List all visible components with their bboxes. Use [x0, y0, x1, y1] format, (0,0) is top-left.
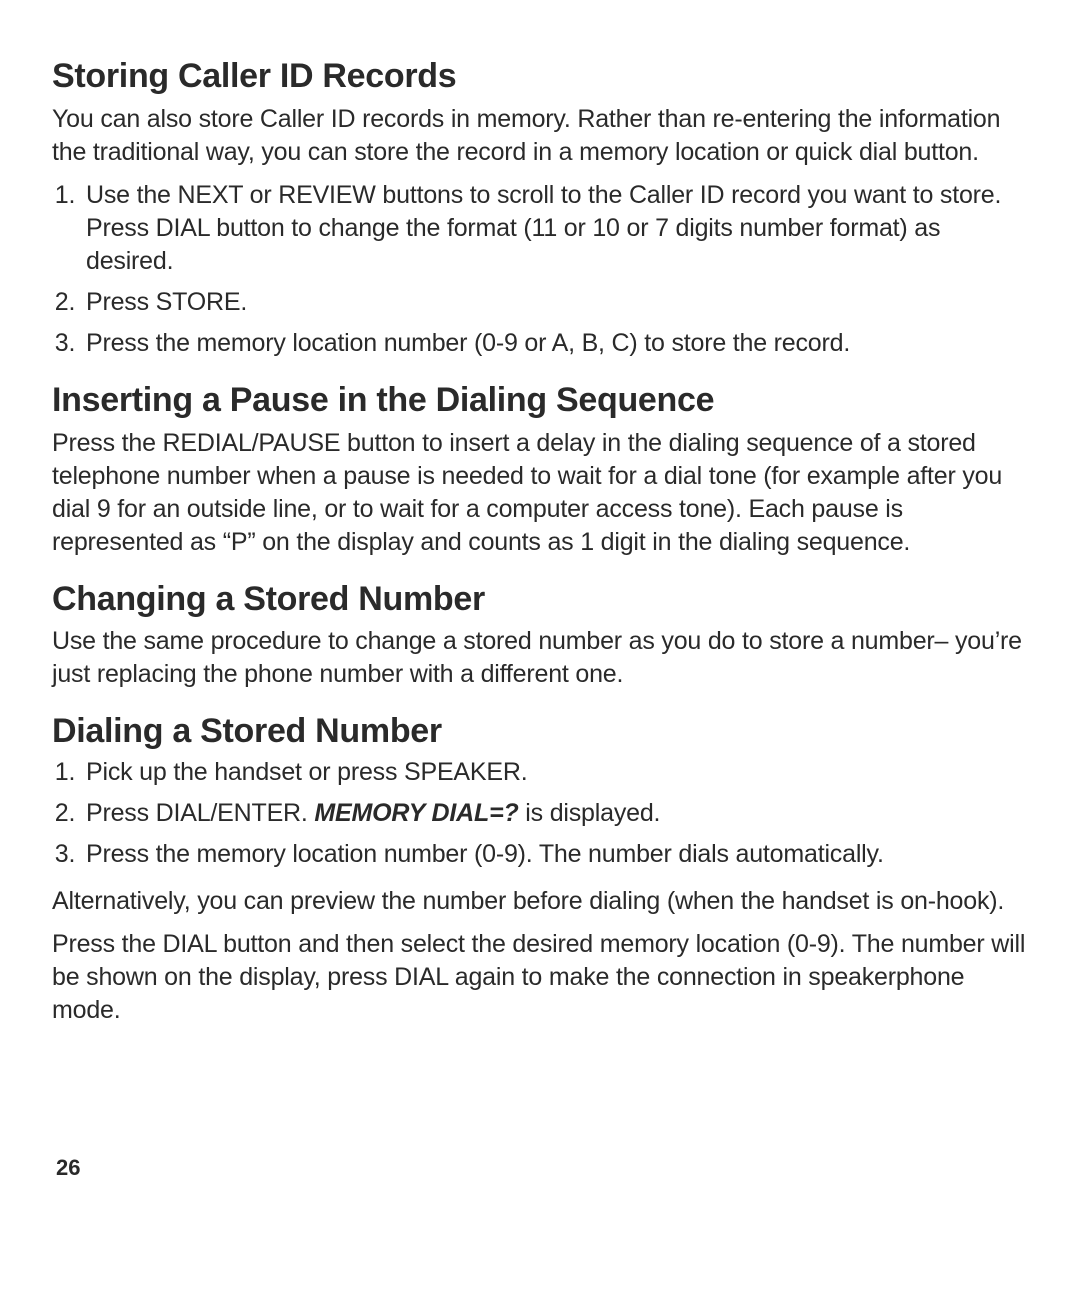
body-text: Use the same procedure to change a store… — [52, 625, 1028, 691]
ordered-steps: Use the NEXT or REVIEW buttons to scroll… — [52, 179, 1028, 360]
step: Press DIAL/ENTER. MEMORY DIAL=? is displ… — [82, 797, 1028, 830]
step-text: Press DIAL/ENTER. — [86, 799, 314, 827]
heading: Changing a Stored Number — [52, 579, 1028, 620]
step: Press the memory location number (0-9 or… — [82, 327, 1028, 360]
step-text: is displayed. — [519, 799, 661, 827]
step-emphasis: MEMORY DIAL=? — [314, 799, 518, 827]
ordered-steps: Pick up the handset or press SPEAKER. Pr… — [52, 756, 1028, 871]
step: Press STORE. — [82, 286, 1028, 319]
body-text: Alternatively, you can preview the numbe… — [52, 885, 1028, 918]
section-inserting-pause: Inserting a Pause in the Dialing Sequenc… — [52, 380, 1028, 559]
body-text: Press the DIAL button and then select th… — [52, 928, 1028, 1027]
step: Pick up the handset or press SPEAKER. — [82, 756, 1028, 789]
body-text: You can also store Caller ID records in … — [52, 103, 1028, 169]
page-number: 26 — [56, 1155, 80, 1181]
step: Press the memory location number (0-9). … — [82, 838, 1028, 871]
step: Use the NEXT or REVIEW buttons to scroll… — [82, 179, 1028, 278]
section-storing-caller-id: Storing Caller ID Records You can also s… — [52, 56, 1028, 360]
manual-page: Storing Caller ID Records You can also s… — [0, 0, 1080, 1296]
heading: Inserting a Pause in the Dialing Sequenc… — [52, 380, 1028, 421]
body-text: Press the REDIAL/PAUSE button to insert … — [52, 427, 1028, 559]
section-changing-number: Changing a Stored Number Use the same pr… — [52, 579, 1028, 692]
heading: Dialing a Stored Number — [52, 711, 1028, 752]
heading: Storing Caller ID Records — [52, 56, 1028, 97]
section-dialing-stored: Dialing a Stored Number Pick up the hand… — [52, 711, 1028, 1027]
